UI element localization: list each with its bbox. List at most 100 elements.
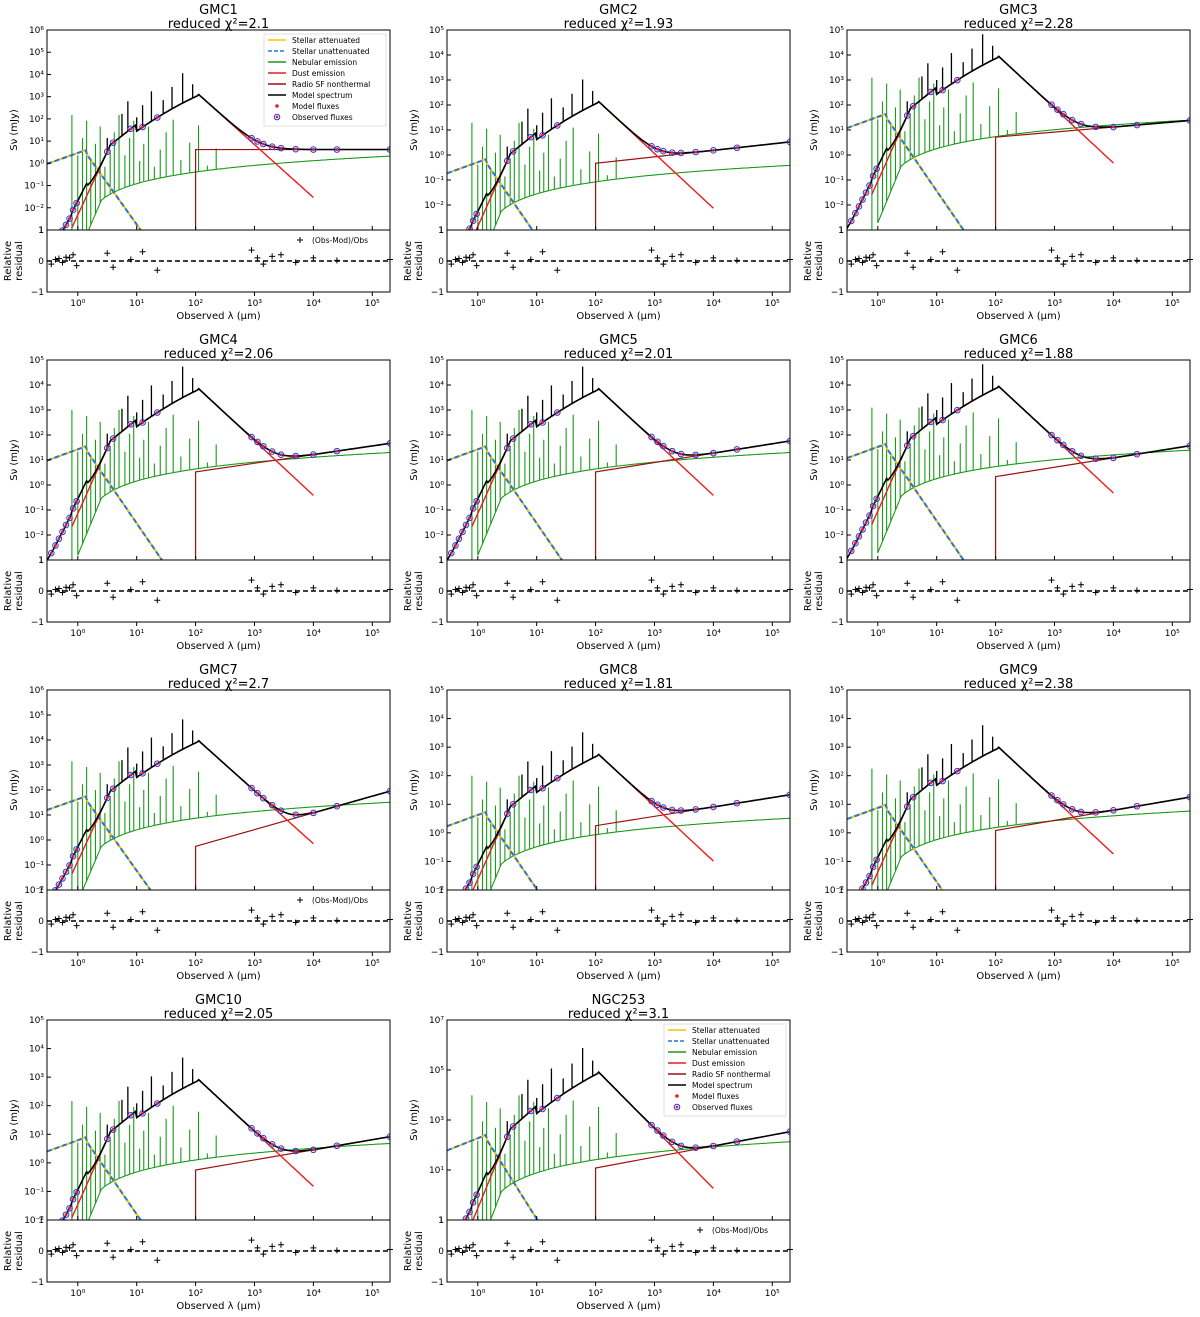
observed-flux-point — [248, 433, 255, 441]
sed-plot-area — [47, 719, 390, 899]
residual-cross — [154, 267, 161, 274]
model-flux-point — [853, 211, 857, 215]
model-flux-point — [475, 1193, 479, 1197]
observed-flux-point — [1077, 452, 1085, 460]
model-flux-point — [694, 807, 698, 811]
model-flux-point — [294, 1149, 298, 1153]
observed-flux-point — [56, 1223, 62, 1229]
observed-flux-point — [466, 514, 473, 522]
panel-title: GMC10 — [195, 993, 242, 1008]
residual-cross — [452, 586, 459, 593]
residual-cross — [110, 264, 117, 271]
residual-cross — [710, 914, 717, 921]
observed-flux-point — [1110, 454, 1117, 462]
model-flux-point — [860, 887, 864, 890]
residual-cross — [110, 924, 117, 931]
residual-tick-label: 0 — [438, 1247, 444, 1257]
residual-legend: (Obs-Mod)/Obs — [312, 896, 368, 905]
model-flux-point — [250, 136, 254, 140]
model-flux-point — [461, 237, 464, 240]
residual-cross — [710, 254, 717, 261]
y-tick-label: 10³ — [429, 406, 444, 416]
model-flux-point — [255, 791, 259, 795]
model-flux-point — [655, 1129, 659, 1133]
x-tick-label: 10⁰ — [470, 959, 485, 969]
x-axis-label: Observed λ (μm) — [576, 311, 660, 322]
model-flux-point — [464, 887, 468, 890]
observed-flux-point — [853, 896, 859, 902]
residual-cross — [248, 1237, 255, 1244]
residual-cross — [333, 1247, 340, 1254]
observed-flux-point — [62, 221, 70, 229]
model-flux-point — [141, 1111, 145, 1115]
x-tick-label: 10⁰ — [470, 1289, 485, 1299]
model-flux-point — [129, 422, 133, 426]
observed-flux-point — [1092, 809, 1100, 816]
radio-line — [194, 790, 390, 890]
observed-flux-point — [852, 209, 859, 217]
flux-points — [48, 760, 390, 899]
model-flux-point — [75, 847, 79, 851]
residual-tick-label: 1 — [38, 886, 44, 896]
nebular-continuum — [492, 164, 790, 230]
model-flux-point — [250, 435, 254, 439]
observed-flux-point — [448, 1230, 454, 1236]
observed-flux-point — [456, 896, 462, 902]
dust-emission-line — [472, 753, 714, 890]
observed-flux-point — [447, 549, 455, 557]
residual-tick-label: −1 — [31, 618, 44, 628]
x-tick-label: 10³ — [647, 299, 662, 309]
model-flux-point — [511, 437, 515, 441]
x-tick-label: 10⁴ — [1106, 629, 1121, 639]
model-flux-point — [75, 499, 79, 503]
model-flux-point — [1111, 456, 1115, 460]
observed-flux-point — [55, 535, 63, 543]
legend-entry: Dust emission — [292, 69, 345, 78]
observed-flux-point — [1092, 455, 1100, 462]
observed-flux-point — [139, 419, 146, 426]
observed-flux-point — [1054, 436, 1061, 444]
model-flux-point — [661, 1134, 665, 1138]
x-tick-label: 10⁰ — [70, 299, 85, 309]
y-tick-label: 10⁴ — [29, 736, 44, 746]
model-flux-point — [905, 114, 909, 118]
sed-plot-area — [47, 73, 390, 230]
observed-flux-point — [862, 189, 870, 196]
observed-flux-point — [48, 893, 54, 899]
residual-cross — [386, 1246, 393, 1253]
residual-cross — [104, 910, 111, 917]
model-flux-point — [450, 900, 453, 903]
residual-cross — [539, 908, 546, 915]
model-spectrum-line — [464, 1070, 790, 1220]
x-tick-label: 10² — [588, 629, 603, 639]
radio-line — [594, 440, 790, 560]
x-tick-label: 10⁴ — [706, 959, 721, 969]
model-flux-point — [694, 453, 698, 457]
residual-cross — [1092, 589, 1099, 596]
sed-axes-frame — [46, 1019, 391, 1221]
observed-flux-point — [248, 1125, 255, 1132]
stellar-unattenuated-line — [447, 157, 534, 230]
x-tick-label: 10² — [988, 629, 1003, 639]
observed-flux-point — [292, 1147, 300, 1155]
model-flux-point — [661, 444, 665, 448]
y-tick-label: 10¹ — [29, 811, 44, 821]
residual-cross — [669, 913, 676, 920]
model-flux-point — [471, 219, 475, 223]
residual-cross — [669, 583, 676, 590]
residual-cross — [554, 597, 561, 604]
residual-cross — [692, 919, 699, 926]
observed-flux-point — [527, 1107, 535, 1115]
model-flux-point — [679, 1144, 683, 1148]
flux-points — [461, 122, 790, 240]
flux-points — [59, 114, 390, 230]
observed-flux-point — [710, 449, 717, 457]
residual-cross — [863, 584, 870, 591]
residual-cross — [59, 1249, 66, 1256]
model-flux-point — [735, 801, 739, 805]
residual-cross — [73, 262, 80, 269]
observed-flux-point — [66, 1204, 73, 1212]
model-flux-point — [711, 451, 715, 455]
sed-axes-frame — [846, 689, 1191, 891]
